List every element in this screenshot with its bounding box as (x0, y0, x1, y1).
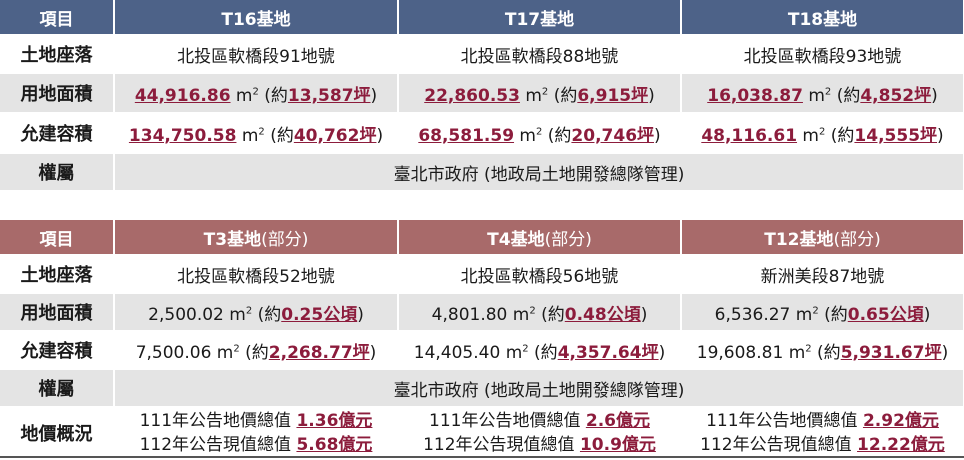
location-t4: 北投區軟橋段56地號 (398, 255, 682, 294)
header-t17: T17基地 (398, 0, 682, 36)
row-label-price: 地價概況 (0, 407, 115, 460)
table-row: 允建容積 134,750.58 m2 (約40,762坪) 68,581.59 … (0, 113, 964, 154)
row-label-area: 用地面積 (0, 293, 115, 332)
table-row: 用地面積 44,916.86 m2 (約13,587坪) 22,860.53 m… (0, 73, 964, 114)
table-header-row: 項目 T16基地 T17基地 T18基地 (0, 0, 964, 36)
table-row: 權屬 臺北市政府 (地政局土地開發總隊管理) (0, 153, 964, 192)
area-t12: 6,536.27 m2 (約0.65公頃) (681, 293, 964, 332)
area-t3: 2,500.02 m2 (約0.25公頃) (114, 293, 399, 332)
bottom-divider (0, 456, 964, 458)
row-label-far: 允建容積 (0, 331, 115, 370)
location-t16: 北投區軟橋段91地號 (114, 35, 399, 74)
owner-value: 臺北市政府 (地政局土地開發總隊管理) (114, 153, 964, 192)
location-t18: 北投區軟橋段93地號 (681, 35, 964, 74)
header-item: 項目 (0, 220, 115, 256)
header-t12: T12基地(部分) (681, 220, 964, 256)
header-t4: T4基地(部分) (398, 220, 682, 256)
far-t12: 19,608.81 m2 (約5,931.67坪) (681, 331, 964, 370)
table-row: 允建容積 7,500.06 m2 (約2,268.77坪) 14,405.40 … (0, 331, 964, 370)
area-t17: 22,860.53 m2 (約6,915坪) (398, 73, 682, 114)
header-t3: T3基地(部分) (114, 220, 399, 256)
area-t4: 4,801.80 m2 (約0.48公頃) (398, 293, 682, 332)
table-row: 地價概況 111年公告地價總值 1.36億元 112年公告現值總值 5.68億元… (0, 407, 964, 460)
table-row: 土地座落 北投區軟橋段91地號 北投區軟橋段88地號 北投區軟橋段93地號 (0, 35, 964, 74)
row-label-location: 土地座落 (0, 255, 115, 294)
price-t4: 111年公告地價總值 2.6億元 112年公告現值總值 10.9億元 (398, 407, 682, 460)
header-t16: T16基地 (114, 0, 399, 36)
table-row: 用地面積 2,500.02 m2 (約0.25公頃) 4,801.80 m2 (… (0, 293, 964, 332)
row-label-far: 允建容積 (0, 113, 115, 154)
far-t18: 48,116.61 m2 (約14,555坪) (681, 113, 964, 154)
far-t17: 68,581.59 m2 (約20,746坪) (398, 113, 682, 154)
row-label-location: 土地座落 (0, 35, 115, 74)
far-t16: 134,750.58 m2 (約40,762坪) (114, 113, 399, 154)
table-row: 土地座落 北投區軟橋段52地號 北投區軟橋段56地號 新洲美段87地號 (0, 255, 964, 294)
site-table-2: 項目 T3基地(部分) T4基地(部分) T12基地(部分) 土地座落 北投區軟… (0, 220, 964, 460)
location-t12: 新洲美段87地號 (681, 255, 964, 294)
price-t12: 111年公告地價總值 2.92億元 112年公告現值總值 12.22億元 (681, 407, 964, 460)
price-t3: 111年公告地價總值 1.36億元 112年公告現值總值 5.68億元 (114, 407, 399, 460)
row-label-area: 用地面積 (0, 73, 115, 114)
header-t18: T18基地 (681, 0, 964, 36)
location-t3: 北投區軟橋段52地號 (114, 255, 399, 294)
row-label-owner: 權屬 (0, 369, 115, 408)
area-t18: 16,038.87 m2 (約4,852坪) (681, 73, 964, 114)
owner-value: 臺北市政府 (地政局土地開發總隊管理) (114, 369, 964, 408)
location-t17: 北投區軟橋段88地號 (398, 35, 682, 74)
row-label-owner: 權屬 (0, 153, 115, 192)
header-item: 項目 (0, 0, 115, 36)
table-row: 權屬 臺北市政府 (地政局土地開發總隊管理) (0, 369, 964, 408)
far-t3: 7,500.06 m2 (約2,268.77坪) (114, 331, 399, 370)
far-t4: 14,405.40 m2 (約4,357.64坪) (398, 331, 682, 370)
area-t16: 44,916.86 m2 (約13,587坪) (114, 73, 399, 114)
table-header-row: 項目 T3基地(部分) T4基地(部分) T12基地(部分) (0, 220, 964, 256)
site-table-1: 項目 T16基地 T17基地 T18基地 土地座落 北投區軟橋段91地號 北投區… (0, 0, 964, 192)
